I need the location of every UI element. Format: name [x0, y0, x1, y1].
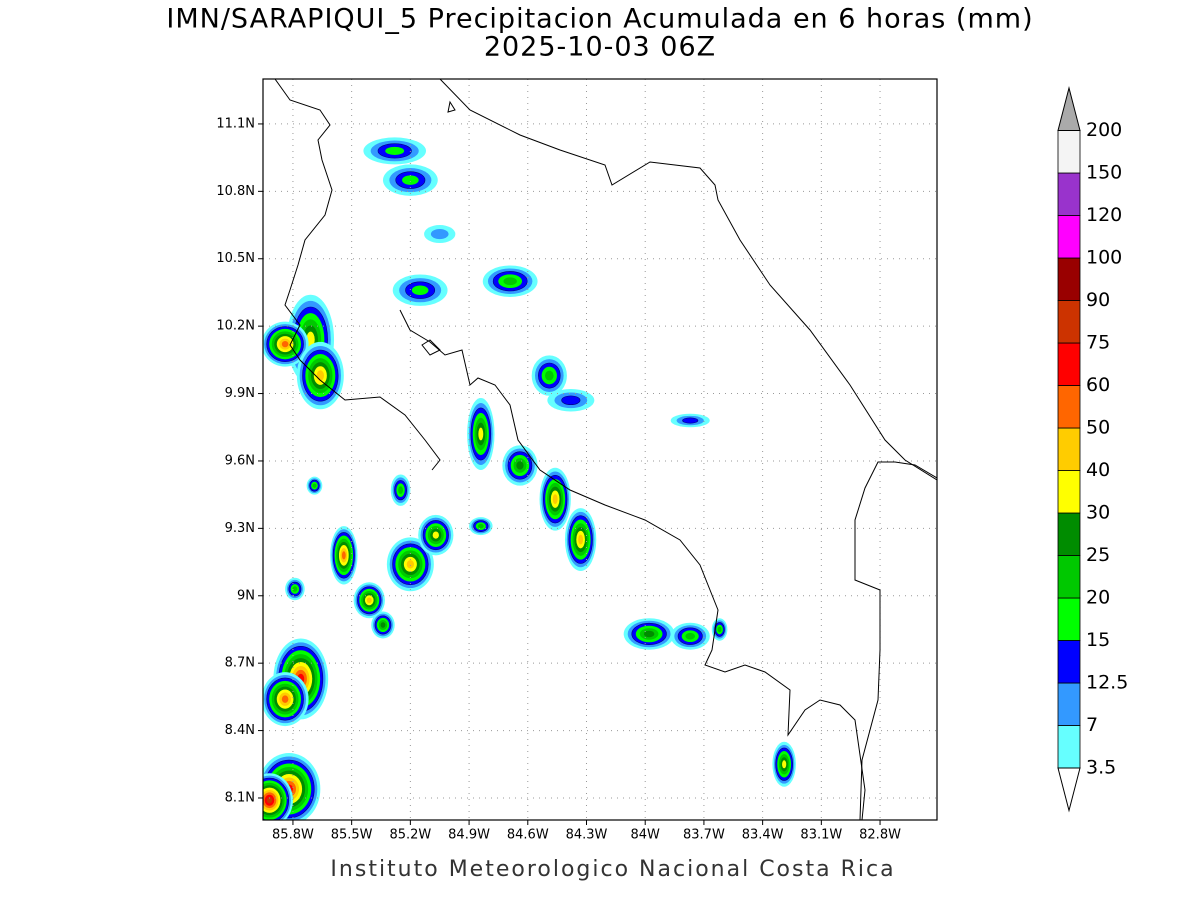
colorbar-box [1057, 682, 1081, 726]
x-tick-label: 84.9W [448, 828, 490, 843]
colorbar-box [1057, 342, 1081, 386]
coastlines [274, 79, 937, 820]
grid [263, 79, 937, 820]
precip-cell [544, 370, 554, 381]
colorbar: 3.5 7 12.5 15 20 25 30 40 50 60 75 90 100 120 150 200 [1057, 86, 1128, 813]
precip-cell [516, 461, 524, 470]
y-tick-label: 9.9N [225, 386, 255, 401]
colorbar-box [1057, 385, 1081, 429]
colorbar-label: 90 [1086, 289, 1110, 311]
y-tick-label: 10.2N [216, 319, 255, 334]
y-tick-label: 9.3N [225, 521, 255, 536]
colorbar-box [1057, 130, 1081, 174]
colorbar-label: 150 [1086, 162, 1122, 184]
colorbar-under [1057, 767, 1081, 813]
precip-cell [477, 523, 484, 529]
y-tick-label: 8.1N [225, 790, 255, 805]
precip-cell [366, 597, 372, 604]
precip-cell [411, 285, 429, 295]
precip-cell [266, 797, 273, 804]
colorbar-label: 75 [1086, 332, 1110, 354]
y-tick-label: 8.4N [225, 723, 255, 738]
colorbar-box [1057, 470, 1081, 514]
y-tick-label: 8.7N [225, 656, 255, 671]
colorbar-box [1057, 257, 1081, 301]
colorbar-label: 25 [1086, 544, 1110, 566]
precip-cell [398, 486, 403, 495]
colorbar-box [1057, 215, 1081, 259]
precip-cell [292, 586, 298, 592]
credit: Instituto Meteorologico Nacional Costa R… [330, 857, 895, 882]
colorbar-label: 120 [1086, 204, 1122, 226]
precip-cell [717, 626, 722, 633]
precip-cell [682, 417, 699, 424]
coastline [399, 309, 866, 820]
precip-cell [380, 622, 386, 628]
precip-cell [281, 340, 289, 348]
precip-cell [578, 534, 584, 545]
precip-cell [478, 427, 484, 441]
colorbar-box [1057, 172, 1081, 216]
colorbar-box [1057, 597, 1081, 641]
colorbar-label: 7 [1086, 714, 1098, 736]
x-tick-label: 83.1W [800, 828, 842, 843]
x-tick-label: 82.8W [859, 828, 901, 843]
y-tick-label: 9N [237, 588, 255, 603]
x-tick-label: 83.7W [683, 828, 725, 843]
colorbar-label: 15 [1086, 629, 1110, 651]
precip-cell [782, 760, 787, 769]
precip-cell [406, 560, 415, 569]
x-tick-label: 85.5W [331, 828, 373, 843]
coastline [274, 79, 441, 471]
plot-frame [262, 78, 938, 821]
colorbar-label: 200 [1086, 119, 1122, 141]
precip-cell [316, 370, 325, 381]
precip-cell [341, 551, 346, 560]
precip-field [263, 137, 796, 820]
colorbar-label: 60 [1086, 374, 1110, 396]
x-tick-label: 85.2W [389, 828, 431, 843]
precip-cell [552, 494, 558, 505]
precip-cell [281, 695, 289, 703]
colorbar-label: 12.5 [1086, 672, 1128, 694]
x-tick-label: 85.8W [272, 828, 314, 843]
precip-cell [561, 395, 581, 406]
precip-cell [503, 277, 517, 286]
precip-cell [430, 228, 449, 240]
precip-cell [385, 146, 405, 155]
colorbar-box [1057, 512, 1081, 556]
precip-cell [685, 632, 696, 640]
chart-title: IMN/SARAPIQUI_5 Precipitacion Acumulada … [166, 4, 1033, 35]
x-tick-label: 84.3W [566, 828, 608, 843]
coastline [439, 79, 937, 481]
colorbar-box [1057, 427, 1081, 471]
y-tick-label: 10.8N [216, 184, 255, 199]
x-tick-label: 84W [631, 828, 661, 843]
colorbar-box [1057, 555, 1081, 599]
precip-cell [402, 175, 419, 185]
colorbar-box [1057, 640, 1081, 684]
colorbar-label: 40 [1086, 459, 1110, 481]
colorbar-box [1057, 300, 1081, 344]
x-tick-label: 84.6W [507, 828, 549, 843]
colorbar-label: 3.5 [1086, 757, 1116, 779]
y-tick-label: 11.1N [216, 116, 255, 131]
x-tick-label: 83.4W [742, 828, 784, 843]
precip-cell [643, 630, 655, 638]
y-tick-label: 9.6N [225, 453, 255, 468]
coastline [854, 461, 937, 820]
coastline [421, 339, 441, 356]
precip-cell [312, 483, 317, 488]
colorbar-label: 20 [1086, 587, 1110, 609]
colorbar-label: 30 [1086, 502, 1110, 524]
coastline [447, 100, 456, 113]
y-tick-label: 10.5N [216, 251, 255, 266]
colorbar-box [1057, 725, 1081, 769]
colorbar-label: 50 [1086, 417, 1110, 439]
chart-subtitle: 2025-10-03 06Z [484, 32, 716, 63]
colorbar-label: 100 [1086, 247, 1122, 269]
precip-cell [432, 531, 439, 539]
colorbar-over [1057, 86, 1081, 131]
